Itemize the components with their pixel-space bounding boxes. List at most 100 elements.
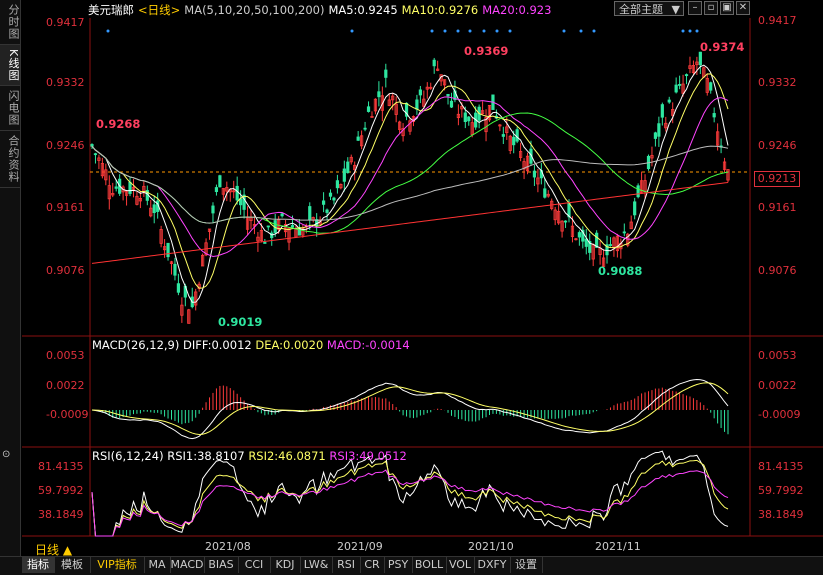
rsi-axis-right-2: 38.1849 <box>758 508 804 521</box>
candle-body <box>152 204 156 214</box>
candle-body <box>577 232 581 238</box>
tab-4[interactable]: MACD <box>170 557 205 573</box>
candle-body <box>456 113 460 119</box>
candle-body <box>366 106 371 112</box>
price-axis-left-3: 0.9161 <box>46 201 85 214</box>
candle-body <box>211 205 215 214</box>
candle-body <box>290 225 295 228</box>
macd-title-text: MACD(26,12,9) <box>92 338 180 352</box>
price-axis-right-4: 0.9076 <box>758 264 797 277</box>
ma10-value: MA10:0.9276 <box>401 3 479 17</box>
macd-axis-left-0: 0.0053 <box>46 349 85 362</box>
candle-body <box>671 109 675 116</box>
minimize-icon[interactable]: – <box>688 1 702 15</box>
candle-body <box>667 99 671 103</box>
tab-9[interactable]: RSI <box>332 557 361 573</box>
chart-header: 美元瑞郎 <日线> MA(5,10,20,50,100,200) MA5:0.9245… <box>88 2 555 18</box>
rsi-title: RSI(6,12,24) RSI1:38.8107 RSI2:46.0871 R… <box>92 449 407 463</box>
maximize-icon[interactable]: ▣ <box>720 1 734 15</box>
macd-title: MACD(26,12,9) DIFF:0.0012 DEA:0.0020 MAC… <box>92 338 410 352</box>
ma-settings[interactable]: MA(5,10,20,50,100,200) <box>184 3 325 17</box>
sidebar-item-contract-info[interactable]: 合约资料 <box>0 131 20 189</box>
candle-body <box>166 242 170 258</box>
candle-body <box>463 112 467 122</box>
candle-body <box>432 59 436 67</box>
candle-body <box>207 228 212 232</box>
tab-11[interactable]: PSY <box>384 557 413 573</box>
tab-12[interactable]: BOLL <box>412 557 447 573</box>
candle-body <box>546 193 550 197</box>
tab-0[interactable]: 指标 <box>22 557 55 573</box>
sidebar-item-lightning[interactable]: 闪电图 <box>0 86 20 132</box>
candle-body <box>93 153 98 156</box>
ma10-line <box>91 73 729 289</box>
tab-8[interactable]: LW& <box>300 557 333 573</box>
tab-14[interactable]: DXFY <box>474 557 511 573</box>
candle-body <box>709 82 713 91</box>
theme-select-value: 全部主题 <box>619 3 663 16</box>
candle-body <box>263 242 267 244</box>
candle-body <box>104 169 108 181</box>
signal-dot <box>681 29 685 33</box>
candle-body <box>691 65 696 74</box>
candle-body <box>225 187 229 192</box>
candle-body <box>608 244 613 246</box>
annotation-low-1: 0.9019 <box>218 315 263 329</box>
candle-body <box>480 110 485 115</box>
signal-dot <box>482 29 486 33</box>
candle-body <box>418 89 422 96</box>
tab-3[interactable]: MA <box>144 557 171 573</box>
candle-body <box>149 207 153 217</box>
tab-2[interactable]: VIP指标 <box>90 557 145 573</box>
tab-1[interactable]: 模板 <box>54 557 91 573</box>
rsi-axis-left-1: 59.7992 <box>38 484 84 497</box>
candle-body <box>633 201 637 216</box>
candle-body <box>650 155 654 159</box>
rsi-title-text: RSI(6,12,24) <box>92 449 164 463</box>
candle-body <box>722 161 727 170</box>
period-switch[interactable]: 日线 ▲ <box>35 541 72 558</box>
tab-15[interactable]: 设置 <box>510 557 543 573</box>
theme-select[interactable]: 全部主题 ▼ <box>614 1 684 16</box>
candle-body <box>114 186 118 189</box>
candle-body <box>425 86 429 90</box>
candle-body <box>664 122 668 129</box>
price-axis-left-0: 0.9417 <box>46 16 85 29</box>
candle-body <box>398 121 402 130</box>
candle-body <box>515 129 519 142</box>
candle-body <box>111 192 115 196</box>
candle-body <box>622 231 626 234</box>
candle-body <box>235 185 239 201</box>
macd-diff: DIFF:0.0012 <box>183 338 252 352</box>
price-axis-left-1: 0.9332 <box>46 76 85 89</box>
tab-6[interactable]: CCI <box>238 557 271 573</box>
tab-10[interactable]: CR <box>360 557 385 573</box>
candle-body <box>346 161 350 174</box>
restore-icon[interactable]: ▫ <box>704 1 718 15</box>
tab-7[interactable]: KDJ <box>270 557 301 573</box>
chevron-down-icon: ▼ <box>671 3 680 16</box>
candle-body <box>415 99 419 110</box>
sidebar-item-kline[interactable]: K线图 <box>0 45 20 87</box>
ma20-line <box>91 96 729 257</box>
sidebar-item-timeshare[interactable]: 分时图 <box>0 0 20 45</box>
candle-body <box>436 68 440 71</box>
candle-body <box>684 74 689 77</box>
candle-body <box>657 123 661 137</box>
tab-5[interactable]: BIAS <box>204 557 239 573</box>
candle-body <box>484 116 488 133</box>
ma20-value: MA20:0.923 <box>482 3 552 17</box>
candle-body <box>353 164 357 171</box>
candle-body <box>180 304 184 316</box>
rsi-axis-left-2: 38.1849 <box>38 508 84 521</box>
rsi-axis-left-0: 81.4135 <box>38 460 84 473</box>
close-icon[interactable]: ✕ <box>736 1 750 15</box>
candle-body <box>574 238 578 241</box>
candle-body <box>135 195 139 205</box>
tab-13[interactable]: VOL <box>446 557 475 573</box>
candle-body <box>214 187 219 193</box>
rsi-settings-icon[interactable]: ⊙ <box>2 449 11 460</box>
candle-body <box>429 86 433 89</box>
price-axis-right-1: 0.9332 <box>758 76 797 89</box>
